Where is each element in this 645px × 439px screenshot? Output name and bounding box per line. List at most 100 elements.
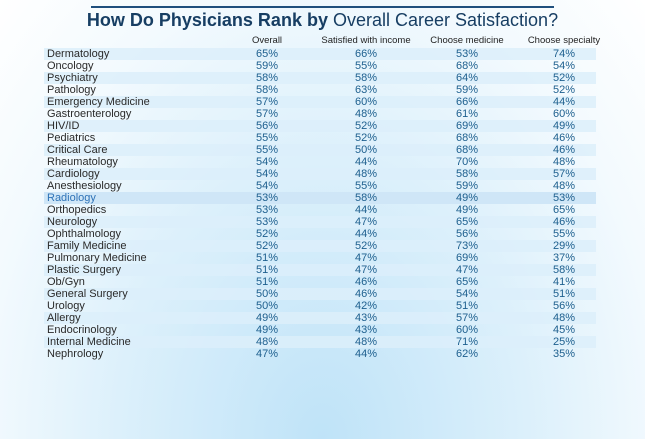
value-cell: 60% [354,96,378,108]
value-cell: 49% [255,324,279,336]
specialty-label: Gastroenterology [47,108,132,120]
value-cell: 59% [455,84,479,96]
specialty-label: Psychiatry [47,72,98,84]
specialty-label: Critical Care [47,144,108,156]
value-cell: 65% [455,276,479,288]
table-row: Pathology 58% 63% 59% 52% [44,84,596,96]
table-row: Plastic Surgery 51% 47% 47% 58% [44,264,596,276]
value-cell: 48% [354,168,378,180]
value-cell: 47% [455,264,479,276]
table-row: Ob/Gyn 51% 46% 65% 41% [44,276,596,288]
value-cell: 44% [354,204,378,216]
value-cell: 54% [552,60,576,72]
column-header-choose-medicine: Choose medicine [430,35,504,46]
value-cell: 55% [354,60,378,72]
value-cell: 68% [455,144,479,156]
table-row: Emergency Medicine 57% 60% 66% 44% [44,96,596,108]
value-cell: 46% [552,132,576,144]
value-cell: 54% [255,168,279,180]
table-row: HIV/ID 56% 52% 69% 49% [44,120,596,132]
value-cell: 68% [455,132,479,144]
specialty-label: Nephrology [47,348,104,360]
table-row: General Surgery 50% 46% 54% 51% [44,288,596,300]
table-row: Psychiatry 58% 58% 64% 52% [44,72,596,84]
value-cell: 47% [354,216,378,228]
specialty-label: Ob/Gyn [47,276,85,288]
value-cell: 50% [354,144,378,156]
value-cell: 53% [455,48,479,60]
value-cell: 69% [455,120,479,132]
specialty-label: Pediatrics [47,132,96,144]
table-row: Nephrology 47% 44% 62% 35% [44,348,596,360]
value-cell: 58% [354,192,378,204]
value-cell: 56% [455,228,479,240]
value-cell: 57% [255,96,279,108]
table-row: Oncology 59% 55% 68% 54% [44,60,596,72]
value-cell: 51% [255,264,279,276]
value-cell: 57% [455,312,479,324]
value-cell: 49% [552,120,576,132]
value-cell: 55% [255,144,279,156]
value-cell: 47% [255,348,279,360]
value-cell: 58% [354,72,378,84]
specialty-label: Neurology [47,216,98,228]
value-cell: 46% [354,288,378,300]
value-cell: 52% [255,240,279,252]
title-rule [91,6,554,8]
value-cell: 43% [354,324,378,336]
value-cell: 56% [552,300,576,312]
value-cell: 25% [552,336,576,348]
value-cell: 48% [552,156,576,168]
specialty-label: Pathology [47,84,96,96]
value-cell: 70% [455,156,479,168]
value-cell: 50% [255,288,279,300]
value-cell: 48% [354,108,378,120]
value-cell: 59% [255,60,279,72]
specialty-label: Internal Medicine [47,336,131,348]
value-cell: 51% [255,276,279,288]
specialty-label: Radiology [47,192,96,204]
title-regular-part: Overall Career Satisfaction? [332,10,559,30]
value-cell: 45% [552,324,576,336]
value-cell: 47% [354,252,378,264]
value-cell: 53% [552,192,576,204]
column-headers: Overall Satisfied with income Choose med… [0,35,645,47]
value-cell: 44% [354,348,378,360]
value-cell: 29% [552,240,576,252]
column-header-income: Satisfied with income [321,35,411,46]
value-cell: 65% [552,204,576,216]
specialty-label: Allergy [47,312,81,324]
table-row: Ophthalmology 52% 44% 56% 55% [44,228,596,240]
table-row: Anesthesiology 54% 55% 59% 48% [44,180,596,192]
value-cell: 43% [354,312,378,324]
value-cell: 49% [455,192,479,204]
table-row: Pulmonary Medicine 51% 47% 69% 37% [44,252,596,264]
value-cell: 65% [255,48,279,60]
value-cell: 60% [455,324,479,336]
column-header-choose-specialty: Choose specialty [527,35,601,46]
value-cell: 54% [455,288,479,300]
table-row: Radiology 53% 58% 49% 53% [44,192,596,204]
chart-title: How Do Physicians Rank by Overall Career… [0,10,645,31]
specialty-label: HIV/ID [47,120,80,132]
value-cell: 37% [552,252,576,264]
value-cell: 35% [552,348,576,360]
specialty-label: Family Medicine [47,240,127,252]
value-cell: 58% [552,264,576,276]
value-cell: 62% [455,348,479,360]
value-cell: 56% [255,120,279,132]
table-body: Dermatology 65% 66% 53% 74% Oncology 59% 55% 68%… [44,48,596,360]
specialty-label: Pulmonary Medicine [47,252,147,264]
specialty-label: Cardiology [47,168,100,180]
value-cell: 44% [354,228,378,240]
value-cell: 48% [552,180,576,192]
table-row: Endocrinology 49% 43% 60% 45% [44,324,596,336]
value-cell: 63% [354,84,378,96]
value-cell: 52% [552,72,576,84]
table-row: Internal Medicine 48% 48% 71% 25% [44,336,596,348]
value-cell: 57% [552,168,576,180]
value-cell: 66% [354,48,378,60]
value-cell: 55% [255,132,279,144]
value-cell: 52% [255,228,279,240]
specialty-label: Rheumatology [47,156,118,168]
